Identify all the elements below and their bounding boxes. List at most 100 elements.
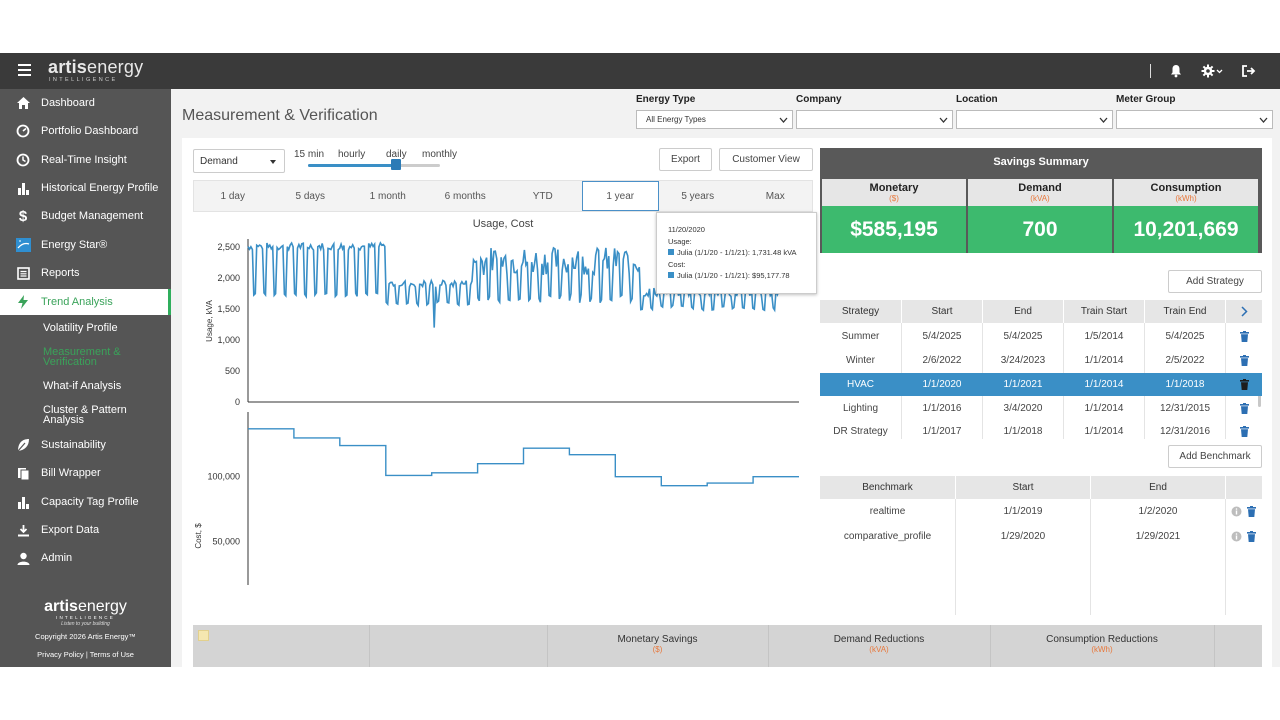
selected-row-highlight [820,373,1262,396]
sidebar-item-dashboard[interactable]: Dashboard [0,90,171,116]
dashboard-gauge-icon [15,123,31,139]
sidebar-item-label: Export Data [41,524,100,536]
sidebar-item-export-data[interactable]: Export Data [0,517,171,543]
footer-links[interactable]: Privacy Policy | Terms of Use [37,650,134,659]
cell-train-end: 2/5/2022 [1165,355,1205,366]
bill-icon [15,465,31,481]
interval-slider-track[interactable] [308,164,440,167]
color-swatch [198,630,209,641]
chart-tooltip: 11/20/2020 Usage: Julia (1/1/20 - 1/1/21… [656,212,817,294]
sidebar-item-portfolio-dashboard[interactable]: Portfolio Dashboard [0,118,171,144]
range-tab-1-year[interactable]: 1 year [581,181,659,211]
measure-select[interactable]: Demand [193,149,285,173]
sidebar-item-label: Trend Analysis [41,296,113,308]
col-divider [369,625,370,667]
sidebar-subitem-measurement-verification[interactable]: Measurement & Verification [43,346,121,368]
delete-trash-icon[interactable] [1247,531,1256,542]
chevron-down-icon [1099,117,1108,123]
sidebar-item-label: Bill Wrapper [41,467,101,479]
range-tab-5-days[interactable]: 5 days [295,190,325,202]
benchmark-col-header[interactable]: Benchmark [820,476,955,499]
add-benchmark-button[interactable]: Add Benchmark [1168,445,1262,468]
sidebar-item-real-time-insight[interactable]: Real-Time Insight [0,147,171,173]
interval-slider-fill [308,164,397,167]
sidebar-item-capacity-tag-profile[interactable]: Capacity Tag Profile [0,489,171,515]
benchmark-actions-header [1226,476,1262,499]
train-start-col-header[interactable]: Train Start [1064,300,1144,323]
sidebar-subitem-what-if-analysis[interactable]: What-if Analysis [43,380,122,392]
cell-strategy: HVAC [846,379,875,390]
info-icon[interactable] [1231,506,1242,517]
start-col-header[interactable]: Start [902,300,982,323]
sidebar-item-trend-analysis[interactable]: Trend Analysis [0,289,171,315]
range-tab-1-month[interactable]: 1 month [369,190,406,202]
interval-daily[interactable]: daily [386,149,407,160]
demand-reductions-header[interactable]: Demand Reductions (kVA) [768,634,990,654]
interval-monthly[interactable]: monthly [422,149,458,160]
delete-trash-icon[interactable] [1240,379,1249,390]
sidebar-item-reports[interactable]: Reports [0,260,171,286]
range-tab-ytd[interactable]: YTD [532,190,553,202]
series-swatch [668,249,674,255]
location-select[interactable] [956,110,1113,129]
chart-title: Usage, Cost [472,218,534,230]
consumption-reductions-header[interactable]: Consumption Reductions (kWh) [990,634,1214,654]
sidebar-subitem-cluster-pattern-analysis[interactable]: Cluster & Pattern Analysis [43,404,127,426]
sidebar-item-admin[interactable]: Admin [0,545,171,571]
interval-slider-handle[interactable] [391,159,401,170]
monetary-savings-header[interactable]: Monetary Savings ($) [547,634,768,654]
range-tab-5-years[interactable]: 5 years [681,190,715,202]
savings-summary-panel: Savings Summary Monetary ($) Demand (kVA… [820,148,1262,253]
scroll-right-button[interactable] [1226,300,1262,323]
savings-summary-title: Savings Summary [993,156,1089,168]
usage-y-tick-label: 2,000 [217,273,240,283]
energy-type-value: All Energy Types [646,115,706,124]
interval-15min[interactable]: 15 min [294,149,325,160]
add-strategy-button[interactable]: Add Strategy [1168,270,1262,293]
sidebar-item-historical-energy-profile[interactable]: Historical Energy Profile [0,175,171,201]
cell-benchmark: comparative_profile [843,531,932,542]
usage-cost-chart[interactable]: 2,500 2,000 1,500 1,000 500 0 Usage, kVA 100,00… [182,225,822,585]
filter-label-location: Location [956,94,998,105]
delete-trash-icon[interactable] [1240,403,1249,414]
savings-header-consumption: Consumption (kWh) [1114,179,1258,206]
benchmark-start-col-header[interactable]: Start [956,476,1090,499]
cell-train-start: 1/1/2014 [1084,403,1124,414]
sidebar-item-energy-star[interactable]: Energy Star® [0,232,171,258]
logout-icon[interactable] [1241,64,1256,78]
hamburger-menu-icon[interactable] [18,64,31,76]
cell-strategy: Winter [846,355,875,366]
range-tab-max[interactable]: Max [765,190,785,202]
sidebar-item-budget-management[interactable]: $ Budget Management [0,203,171,229]
delete-trash-icon[interactable] [1247,506,1256,517]
range-tab-6-months[interactable]: 6 months [444,190,486,202]
sidebar-item-bill-wrapper[interactable]: Bill Wrapper [0,460,171,486]
energy-type-select[interactable]: All Energy Types [636,110,793,129]
cell-end: 1/1/2018 [1003,426,1043,437]
info-icon[interactable] [1231,531,1242,542]
interval-hourly[interactable]: hourly [338,149,366,160]
range-tab-1-day[interactable]: 1 day [220,190,245,202]
brand-logo[interactable]: artisenergy INTELLIGENCE [48,57,144,83]
strategy-col-header[interactable]: Strategy [820,300,901,323]
company-select[interactable] [796,110,953,129]
meter-group-select[interactable] [1116,110,1273,129]
cell-train-end: 12/31/2015 [1159,403,1211,414]
sidebar-item-sustainability[interactable]: Sustainability [0,432,171,458]
delete-trash-icon[interactable] [1240,331,1249,342]
sidebar-subitem-volatility-profile[interactable]: Volatility Profile [43,322,118,334]
delete-trash-icon[interactable] [1240,355,1249,366]
bell-icon[interactable] [1169,64,1183,78]
sidebar-item-label: Capacity Tag Profile [41,496,139,508]
customer-view-button[interactable]: Customer View [719,148,813,171]
col-divider [547,625,548,667]
benchmark-end-col-header[interactable]: End [1091,476,1225,499]
cell-train-start: 1/1/2014 [1084,379,1124,390]
export-button[interactable]: Export [659,148,712,171]
top-bar: artisenergy INTELLIGENCE [0,53,1280,89]
train-end-col-header[interactable]: Train End [1145,300,1225,323]
gear-icon[interactable] [1201,64,1223,78]
end-col-header[interactable]: End [983,300,1063,323]
delete-trash-icon[interactable] [1240,426,1249,437]
tooltip-cost-value: Julia (1/1/20 - 1/1/21): $95,177.78 [677,271,790,280]
